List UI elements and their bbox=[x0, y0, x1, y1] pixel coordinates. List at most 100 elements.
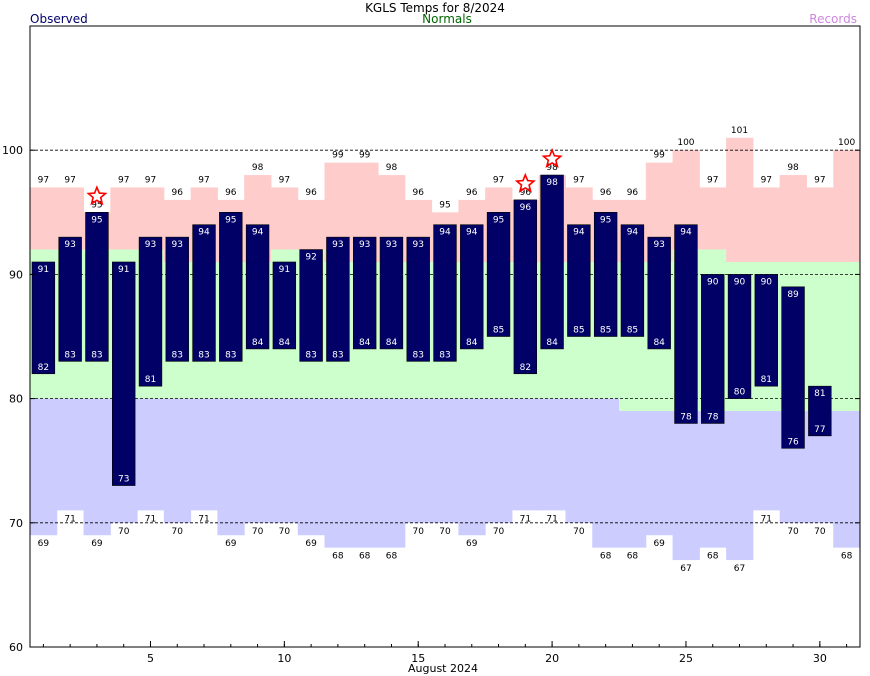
x-tick-label: 15 bbox=[411, 652, 425, 665]
observed-low-label: 76 bbox=[787, 437, 799, 447]
record-high-label: 97 bbox=[38, 175, 49, 185]
record-low-band bbox=[351, 398, 379, 548]
record-low-label: 68 bbox=[841, 552, 853, 562]
observed-low-label: 84 bbox=[546, 338, 558, 348]
record-high-label: 97 bbox=[493, 175, 504, 185]
observed-high-label: 94 bbox=[573, 228, 585, 238]
legend-observed: Observed bbox=[30, 12, 88, 26]
record-high-label: 98 bbox=[252, 163, 264, 173]
normal-band bbox=[833, 261, 861, 412]
record-high-label: 96 bbox=[520, 188, 532, 198]
record-high-band bbox=[699, 187, 727, 250]
record-low-label: 68 bbox=[600, 552, 612, 562]
record-low-label: 70 bbox=[172, 527, 184, 537]
observed-low-label: 83 bbox=[225, 350, 236, 360]
record-high-band bbox=[752, 187, 781, 262]
record-high-label: 96 bbox=[172, 188, 184, 198]
record-low-band bbox=[833, 411, 861, 548]
observed-low-label: 84 bbox=[386, 338, 398, 348]
axes: 60 70 80 90 100 5 10 15 20 25 30 bbox=[2, 25, 861, 665]
record-low-band bbox=[699, 411, 727, 548]
observed-low-label: 85 bbox=[493, 326, 504, 336]
observed-low-label: 82 bbox=[520, 363, 531, 373]
record-high-label: 97 bbox=[573, 175, 584, 185]
observed-high-label: 81 bbox=[814, 389, 825, 399]
record-high-label: 96 bbox=[600, 188, 612, 198]
record-low-label: 69 bbox=[225, 539, 237, 549]
observed-high-label: 93 bbox=[172, 240, 183, 250]
record-low-band bbox=[431, 398, 459, 523]
observed-bar bbox=[674, 224, 698, 424]
record-low-label: 69 bbox=[38, 539, 50, 549]
record-low-band bbox=[538, 398, 566, 511]
observed-high-label: 96 bbox=[520, 203, 532, 213]
observed-low-label: 84 bbox=[466, 338, 478, 348]
observed-low-label: 85 bbox=[600, 326, 611, 336]
record-low-label: 70 bbox=[787, 527, 799, 537]
observed-low-label: 85 bbox=[573, 326, 584, 336]
observed-bar bbox=[593, 212, 618, 337]
record-high-label: 96 bbox=[305, 188, 317, 198]
observed-bar bbox=[513, 199, 538, 375]
x-tick-label: 30 bbox=[813, 652, 827, 665]
record-high-label: 96 bbox=[627, 188, 639, 198]
observed-low-label: 83 bbox=[172, 350, 183, 360]
observed-high-label: 95 bbox=[225, 215, 236, 225]
observed-bar bbox=[647, 236, 671, 350]
record-low-label: 70 bbox=[412, 527, 424, 537]
observed-high-label: 93 bbox=[332, 240, 343, 250]
observed-bars bbox=[31, 174, 832, 486]
record-high-label: 95 bbox=[439, 200, 450, 210]
record-high-label: 97 bbox=[761, 175, 772, 185]
observed-high-label: 95 bbox=[600, 215, 611, 225]
observed-bar bbox=[272, 261, 297, 350]
record-high-band bbox=[270, 187, 299, 250]
observed-bar bbox=[540, 174, 564, 350]
observed-low-label: 84 bbox=[653, 338, 665, 348]
record-low-band bbox=[137, 398, 165, 511]
observed-low-label: 84 bbox=[359, 338, 371, 348]
observed-low-label: 77 bbox=[814, 425, 825, 435]
y-tick-label: 90 bbox=[9, 268, 23, 281]
observed-bar bbox=[31, 261, 56, 375]
record-stars bbox=[86, 147, 563, 206]
record-low-label: 68 bbox=[332, 552, 344, 562]
observed-low-label: 82 bbox=[38, 363, 49, 373]
record-low-band bbox=[163, 398, 192, 523]
observed-bar bbox=[781, 286, 805, 449]
observed-bar bbox=[85, 212, 109, 362]
record-low-label: 68 bbox=[707, 552, 719, 562]
record-low-label: 71 bbox=[546, 514, 557, 524]
record-low-label: 68 bbox=[386, 552, 398, 562]
observed-high-label: 95 bbox=[91, 215, 102, 225]
legend-records: Records bbox=[809, 12, 857, 26]
observed-bar bbox=[727, 274, 752, 399]
record-high-label: 97 bbox=[64, 175, 75, 185]
observed-low-label: 83 bbox=[64, 350, 75, 360]
observed-low-label: 78 bbox=[707, 412, 719, 422]
record-high-band bbox=[806, 187, 834, 262]
observed-bar bbox=[112, 261, 136, 486]
record-low-band bbox=[485, 398, 513, 523]
record-low-band bbox=[56, 398, 85, 511]
observed-high-label: 92 bbox=[305, 253, 316, 263]
record-high-band bbox=[779, 175, 807, 262]
record-low-band bbox=[324, 398, 352, 548]
observed-bar bbox=[245, 224, 270, 350]
record-high-label: 97 bbox=[279, 175, 290, 185]
record-high-band bbox=[30, 187, 58, 250]
record-high-label: 98 bbox=[386, 163, 398, 173]
observed-bar bbox=[165, 236, 189, 362]
record-low-band bbox=[619, 411, 647, 548]
record-high-band bbox=[726, 137, 754, 262]
observed-high-label: 91 bbox=[118, 265, 129, 275]
record-low-label: 68 bbox=[359, 552, 371, 562]
record-low-label: 70 bbox=[118, 527, 130, 537]
record-high-band bbox=[110, 187, 138, 250]
observed-bar bbox=[406, 236, 430, 362]
record-star-icon bbox=[541, 147, 563, 169]
record-high-label: 100 bbox=[677, 138, 694, 148]
record-high-label: 96 bbox=[412, 188, 424, 198]
observed-high-label: 93 bbox=[386, 240, 397, 250]
record-high-label: 98 bbox=[546, 163, 558, 173]
